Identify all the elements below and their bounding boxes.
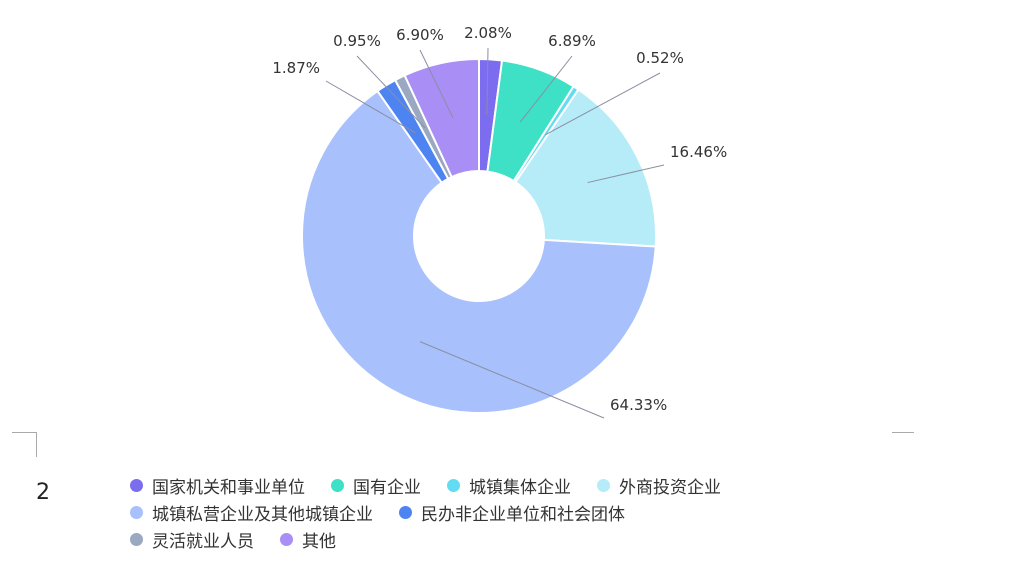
- legend-marker: [280, 533, 293, 546]
- data-label: 0.52%: [636, 49, 684, 67]
- legend-row: 国家机关和事业单位 国有企业 城镇集体企业 外商投资企业: [130, 472, 890, 499]
- legend-label: 国家机关和事业单位: [152, 478, 305, 498]
- leader-line: [419, 49, 454, 119]
- legend-marker: [130, 533, 143, 546]
- donut-chart: 2.08% 6.89% 0.52% 16.46% 64.33% 1.87% 0.95% 6.9…: [272, 24, 727, 419]
- legend-marker: [597, 479, 610, 492]
- leader-line: [545, 72, 661, 136]
- crop-mark-left: [12, 432, 37, 457]
- legend-marker: [399, 506, 412, 519]
- legend-label: 民办非企业单位和社会团体: [421, 505, 625, 525]
- chart-data-labels: 2.08% 6.89% 0.52% 16.46% 64.33% 1.87% 0.95% 6.9…: [272, 24, 727, 414]
- data-label: 2.08%: [464, 24, 512, 42]
- page-number: 2: [36, 480, 50, 505]
- pie-slice[interactable]: [403, 57, 480, 179]
- legend-item[interactable]: 城镇集体企业: [447, 473, 571, 498]
- legend-item[interactable]: 灵活就业人员: [130, 527, 254, 552]
- leader-line: [587, 164, 665, 184]
- legend-marker: [331, 479, 344, 492]
- chart-slices: [301, 57, 657, 414]
- legend-label: 城镇集体企业: [469, 478, 571, 498]
- legend-marker: [447, 479, 460, 492]
- leader-line: [419, 341, 605, 419]
- legend-label: 城镇私营企业及其他城镇企业: [152, 505, 373, 525]
- data-label: 16.46%: [670, 143, 727, 161]
- chart-legend: 国家机关和事业单位 国有企业 城镇集体企业 外商投资企业 城镇私营企业及其他城镇…: [130, 472, 890, 553]
- data-label: 6.89%: [548, 32, 596, 50]
- legend-item[interactable]: 其他: [280, 527, 336, 552]
- legend-item[interactable]: 城镇私营企业及其他城镇企业: [130, 500, 373, 525]
- crop-mark-right: [892, 432, 914, 433]
- data-label: 1.87%: [272, 59, 320, 77]
- legend-row: 城镇私营企业及其他城镇企业 民办非企业单位和社会团体: [130, 499, 890, 526]
- leader-line: [486, 47, 489, 116]
- data-label: 64.33%: [610, 396, 667, 414]
- legend-label: 国有企业: [353, 478, 421, 498]
- legend-row: 灵活就业人员 其他: [130, 526, 890, 553]
- legend-item[interactable]: 国家机关和事业单位: [130, 473, 305, 498]
- legend-label: 灵活就业人员: [152, 532, 254, 552]
- data-label: 0.95%: [333, 32, 381, 50]
- data-label: 6.90%: [396, 26, 444, 44]
- legend-marker: [130, 479, 143, 492]
- legend-label: 其他: [302, 532, 336, 552]
- leader-line: [356, 55, 426, 129]
- chart-leader-lines: [325, 47, 665, 419]
- legend-item[interactable]: 国有企业: [331, 473, 421, 498]
- pie-slice[interactable]: [514, 88, 657, 248]
- legend-item[interactable]: 民办非企业单位和社会团体: [399, 500, 625, 525]
- leader-line: [325, 80, 416, 134]
- legend-marker: [130, 506, 143, 519]
- leader-line: [519, 55, 573, 123]
- pie-slice[interactable]: [301, 89, 657, 414]
- legend-item[interactable]: 外商投资企业: [597, 473, 721, 498]
- legend-label: 外商投资企业: [619, 478, 721, 498]
